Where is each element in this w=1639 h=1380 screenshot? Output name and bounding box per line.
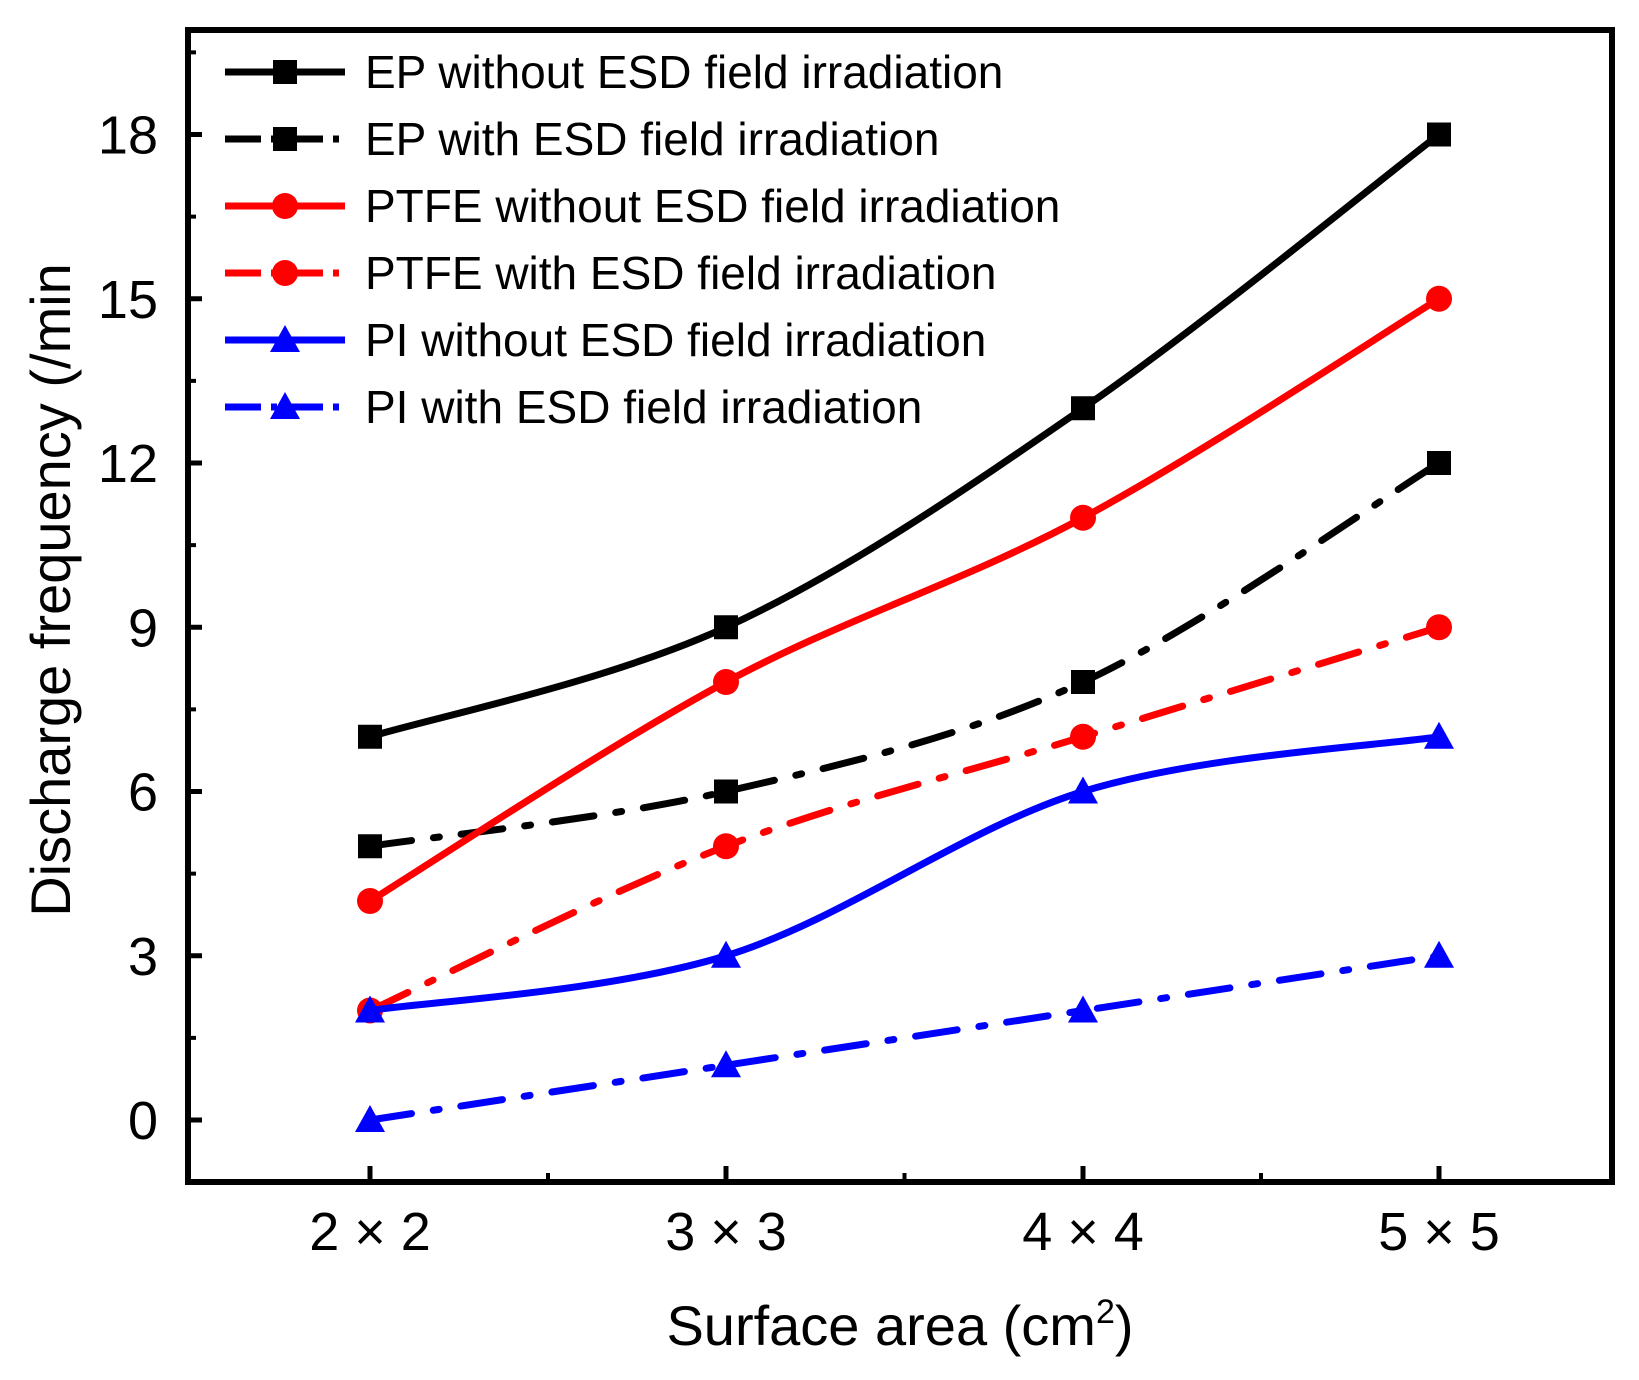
data-point (1071, 670, 1095, 694)
legend-marker (272, 260, 298, 286)
series-line (366, 952, 1443, 1124)
series-line (366, 295, 1443, 905)
series-line (366, 131, 1443, 741)
series-line (366, 623, 1443, 1014)
x-axis-title-sup: 2 (1096, 1293, 1115, 1331)
data-point (711, 1050, 741, 1078)
data-point (711, 940, 741, 968)
y-tick-label: 6 (128, 763, 158, 823)
series-2 (358, 451, 1451, 859)
data-point (1424, 721, 1454, 749)
series-4 (357, 614, 1452, 1024)
y-tick-label: 15 (98, 270, 158, 330)
data-point (714, 779, 738, 804)
y-axis-title: Discharge frequency (/min (19, 263, 82, 917)
y-tick-label: 9 (128, 598, 158, 658)
data-point (1427, 122, 1451, 147)
series-3 (357, 285, 1452, 914)
y-tick-label: 3 (128, 927, 158, 987)
data-point (357, 888, 383, 914)
legend-entry: PI with ESD field irradiation (225, 381, 922, 433)
series-5 (355, 721, 1454, 1023)
data-point (1071, 396, 1095, 421)
series-layer (355, 122, 1454, 1132)
legend-marker (270, 392, 300, 419)
legend-marker (270, 325, 300, 352)
legend-marker (273, 127, 297, 151)
data-point (713, 833, 739, 860)
legend-entry: PTFE with ESD field irradiation (225, 247, 996, 299)
x-tick-label: 2 × 2 (309, 1202, 431, 1262)
data-point (355, 995, 385, 1023)
y-tick-label: 18 (98, 106, 158, 166)
x-axis-title: Surface area (cm2) (666, 1293, 1133, 1357)
x-tick-label: 5 × 5 (1378, 1202, 1500, 1262)
series-line (366, 733, 1443, 1014)
data-point (713, 669, 739, 695)
x-tick-label: 4 × 4 (1022, 1202, 1144, 1262)
data-point (1070, 723, 1096, 750)
data-point (1427, 451, 1451, 475)
data-point (1068, 995, 1098, 1023)
data-point (358, 724, 382, 749)
legend-entry: EP with ESD field irradiation (225, 113, 939, 165)
plot-frame (185, 27, 1615, 1185)
legend-entry: EP without ESD field irradiation (225, 46, 1003, 98)
data-point (1424, 940, 1454, 968)
legend-label: PI with ESD field irradiation (365, 381, 922, 433)
legend-label: PTFE without ESD field irradiation (365, 180, 1060, 232)
legend-marker (273, 60, 297, 84)
x-axis-title-tail: ) (1115, 1294, 1134, 1357)
data-point (358, 834, 382, 859)
axis-ticks: 0 3 6 9 12 15 18 2 × 2 3 × 3 4 × 4 5 × 5 (98, 50, 1500, 1262)
legend-label: EP with ESD field irradiation (365, 113, 939, 165)
data-point (1426, 614, 1452, 641)
data-point (355, 1105, 385, 1132)
data-point (1068, 776, 1098, 804)
data-point (1426, 285, 1452, 312)
data-point (714, 615, 738, 640)
legend: EP without ESD field irradiation EP with … (225, 46, 1060, 433)
x-tick-label: 3 × 3 (665, 1202, 787, 1262)
series-1 (358, 122, 1451, 749)
series-6 (355, 940, 1454, 1132)
y-tick-label: 12 (98, 434, 158, 494)
legend-marker (272, 193, 298, 219)
x-axis-title-main: Surface area (cm (666, 1294, 1096, 1357)
legend-entry: PI without ESD field irradiation (225, 314, 986, 366)
y-tick-label: 0 (128, 1091, 158, 1151)
series-line (366, 459, 1443, 850)
legend-label: PTFE with ESD field irradiation (365, 247, 996, 299)
legend-label: EP without ESD field irradiation (365, 46, 1003, 98)
legend-label: PI without ESD field irradiation (365, 314, 986, 366)
data-point (1070, 504, 1096, 531)
legend-entry: PTFE without ESD field irradiation (225, 180, 1060, 232)
